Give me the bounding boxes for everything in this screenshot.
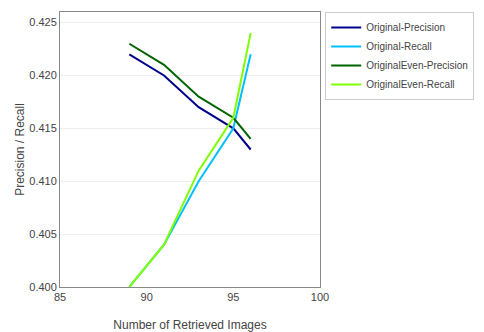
- svg-text:85: 85: [54, 291, 66, 303]
- svg-text:Precision / Recall: Precision / Recall: [13, 103, 27, 196]
- svg-text:0.415: 0.415: [29, 122, 57, 134]
- svg-text:OriginalEven-Recall: OriginalEven-Recall: [366, 79, 454, 90]
- svg-text:0.405: 0.405: [29, 228, 57, 240]
- svg-text:OriginalEven-Precision: OriginalEven-Precision: [366, 60, 468, 71]
- svg-text:Number of Retrieved Images: Number of Retrieved Images: [113, 318, 266, 332]
- svg-text:Original-Recall: Original-Recall: [366, 41, 432, 52]
- svg-text:0.420: 0.420: [29, 69, 57, 81]
- svg-text:Original-Precision: Original-Precision: [366, 22, 445, 33]
- svg-text:0.400: 0.400: [29, 281, 57, 293]
- svg-text:90: 90: [141, 291, 153, 303]
- svg-text:0.425: 0.425: [29, 16, 57, 28]
- svg-text:95: 95: [227, 291, 239, 303]
- svg-text:100: 100: [311, 291, 329, 303]
- svg-text:0.410: 0.410: [29, 175, 57, 187]
